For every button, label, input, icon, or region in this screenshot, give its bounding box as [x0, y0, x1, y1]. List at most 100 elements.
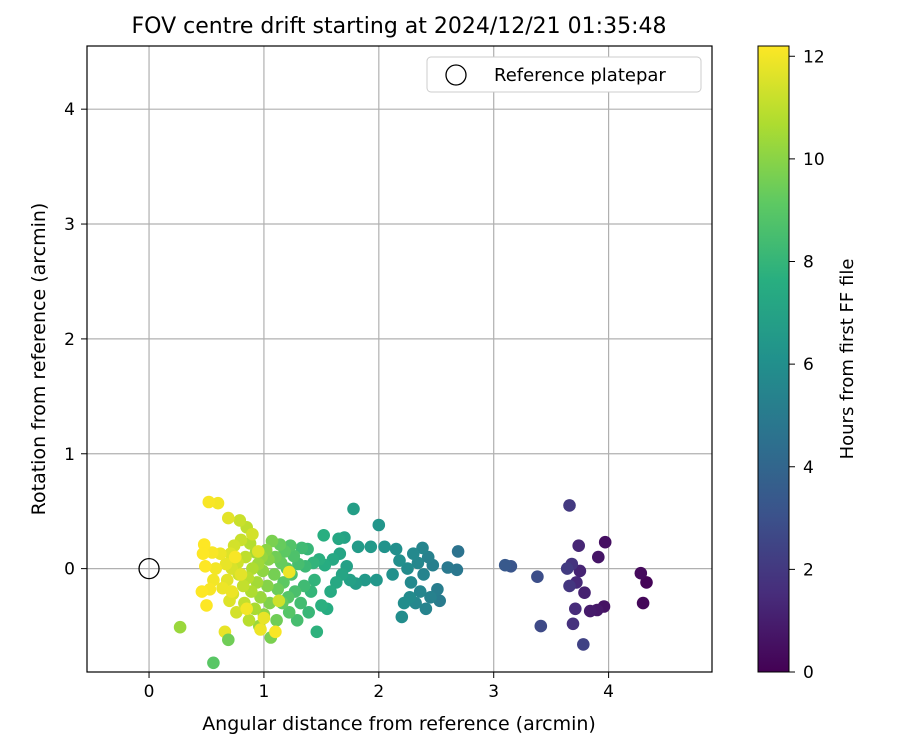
data-point	[451, 545, 465, 558]
data-point	[251, 545, 265, 558]
data-point	[302, 606, 316, 619]
colorbar-tick-label: 12	[803, 47, 825, 67]
x-axis-label: Angular distance from reference (arcmin)	[202, 713, 596, 735]
colorbar-tick-label: 10	[803, 150, 825, 170]
data-point	[441, 561, 455, 574]
legend-reference-marker	[445, 64, 467, 86]
data-point	[202, 495, 216, 509]
data-point	[242, 614, 256, 627]
data-point	[257, 611, 271, 625]
data-point	[295, 541, 309, 555]
data-point	[173, 620, 187, 634]
legend: Reference platepar	[426, 56, 702, 93]
data-point	[389, 542, 403, 556]
data-point	[634, 566, 648, 580]
data-point	[386, 568, 399, 581]
data-point	[566, 617, 580, 631]
data-point	[265, 534, 279, 548]
colorbar-gradient	[757, 45, 790, 673]
y-axis-label: Rotation from reference (arcmin)	[28, 203, 50, 516]
data-point	[228, 550, 242, 564]
data-point	[563, 579, 576, 593]
x-tick-label: 2	[373, 682, 384, 702]
data-point	[351, 540, 365, 554]
data-point	[269, 625, 282, 639]
data-point	[578, 586, 591, 599]
data-point	[640, 576, 653, 589]
data-point	[572, 539, 585, 552]
data-point	[563, 499, 576, 512]
data-point	[413, 585, 427, 598]
y-tick-label: 0	[64, 560, 75, 580]
data-point	[199, 560, 212, 573]
data-point	[347, 502, 360, 516]
data-point	[315, 599, 328, 612]
data-point	[531, 570, 544, 583]
x-tick-label: 3	[488, 682, 499, 702]
data-point	[577, 638, 590, 651]
data-point	[234, 568, 248, 581]
data-point	[407, 547, 420, 560]
x-axis-ticks: 0 1 2 3 4	[144, 672, 614, 702]
data-point	[598, 535, 612, 549]
y-tick-label: 1	[64, 445, 75, 465]
chart-title: FOV centre drift starting at 2024/12/21 …	[132, 14, 667, 39]
data-point	[225, 585, 239, 598]
data-point	[534, 619, 548, 633]
y-tick-label: 2	[64, 330, 75, 350]
x-tick-label: 1	[259, 682, 270, 702]
data-point	[270, 614, 283, 627]
colorbar-tick-label: 4	[803, 458, 814, 478]
data-point	[560, 562, 574, 575]
data-point	[324, 585, 337, 598]
data-point	[370, 573, 383, 587]
data-point	[246, 527, 259, 541]
data-point	[272, 594, 286, 608]
y-axis-ticks: 0 1 2 3 4	[64, 100, 87, 580]
data-point	[404, 576, 418, 589]
data-point	[271, 583, 285, 596]
colorbar-ticks: 0 2 4 6 8 10 12	[789, 47, 825, 683]
data-point	[421, 550, 435, 564]
data-point	[197, 538, 211, 551]
data-point	[372, 518, 386, 532]
data-point	[397, 596, 411, 610]
legend-box	[426, 56, 702, 93]
x-tick-label: 0	[144, 682, 155, 702]
data-points	[173, 495, 653, 670]
y-tick-label: 3	[64, 215, 75, 235]
data-point	[364, 540, 378, 554]
data-point	[395, 610, 409, 624]
data-point	[419, 602, 433, 616]
data-point	[424, 591, 437, 604]
data-point	[636, 596, 650, 610]
data-point	[498, 558, 512, 572]
data-point	[209, 562, 222, 575]
data-point	[294, 596, 308, 610]
data-point	[200, 599, 213, 612]
colorbar-tick-label: 2	[803, 560, 814, 580]
data-point	[393, 554, 406, 567]
data-point	[569, 602, 582, 616]
plot-frame	[86, 45, 713, 673]
data-point	[254, 591, 267, 604]
data-point	[196, 547, 210, 560]
colorbar-tick-label: 6	[803, 355, 814, 375]
data-point	[222, 633, 235, 647]
colorbar-tick-label: 0	[803, 663, 814, 683]
grid-lines	[87, 46, 712, 672]
reference-marker-group	[138, 557, 160, 580]
data-point	[222, 511, 235, 525]
data-point	[332, 532, 345, 546]
data-point	[207, 656, 220, 670]
data-point	[230, 606, 243, 619]
reference-platepar-marker	[138, 557, 160, 580]
data-point	[195, 585, 209, 598]
colorbar-tick-label: 8	[803, 253, 814, 273]
colorbar: 0 2 4 6 8 10 12 Hours from first FF file	[757, 45, 858, 683]
data-point	[219, 557, 233, 571]
data-point	[308, 573, 321, 587]
data-point	[240, 602, 253, 616]
y-tick-label: 4	[64, 100, 75, 120]
